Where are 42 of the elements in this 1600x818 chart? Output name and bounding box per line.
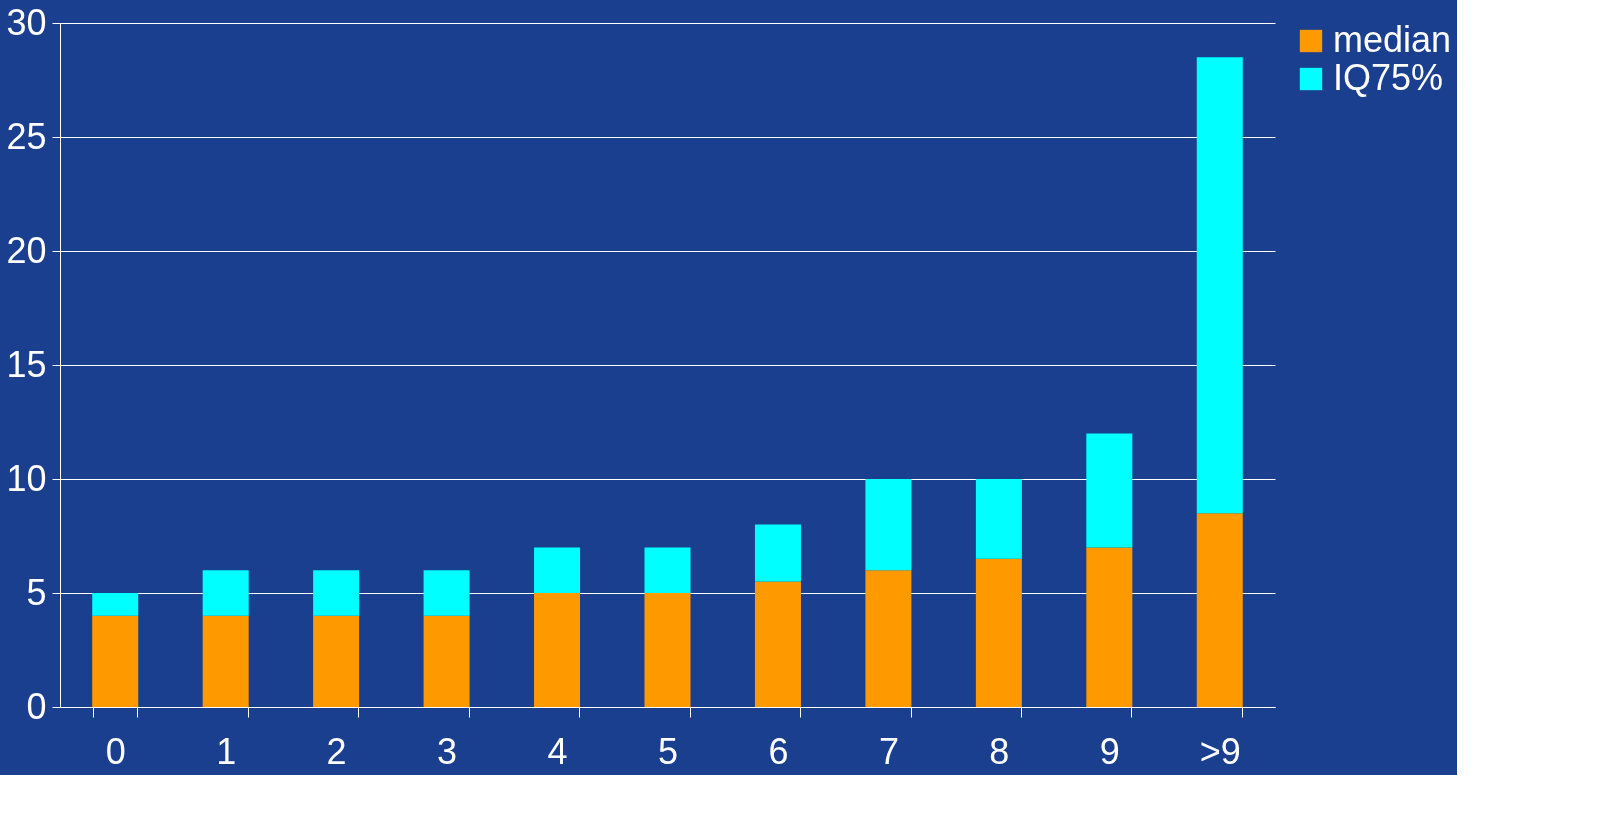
- bar: [1086, 547, 1133, 707]
- x-tick-label: 8: [989, 730, 1010, 772]
- x-tick-label: 4: [547, 730, 568, 772]
- y-tick-label: 25: [6, 115, 47, 157]
- bar: [1196, 513, 1243, 707]
- y-tick-label: 5: [26, 571, 47, 613]
- bar: [975, 479, 1022, 559]
- x-tick-label: 9: [1099, 730, 1120, 772]
- x-tick-label: 2: [326, 730, 347, 772]
- y-tick-label: 20: [6, 229, 47, 271]
- x-tick-label: 5: [657, 730, 679, 772]
- bar: [754, 581, 801, 707]
- bar: [865, 570, 912, 707]
- bar: [1086, 433, 1133, 548]
- x-tick-label: 3: [437, 730, 458, 772]
- x-tick-label: 0: [105, 730, 126, 772]
- legend-label: median: [1333, 19, 1452, 60]
- y-tick-label: 10: [6, 457, 47, 499]
- bar: [644, 547, 691, 593]
- legend-label: IQ75%: [1333, 57, 1444, 98]
- bar: [534, 593, 581, 707]
- bar: [975, 558, 1022, 707]
- bar: [313, 570, 360, 616]
- x-tick-label: 7: [878, 730, 899, 772]
- bar: [92, 593, 139, 616]
- bar: [865, 479, 912, 571]
- bar: [313, 615, 360, 707]
- bar: [202, 570, 249, 616]
- bar: [423, 615, 470, 707]
- y-tick-label: 0: [26, 685, 47, 727]
- bar: [92, 615, 139, 707]
- x-tick-label: 1: [216, 730, 237, 772]
- x-tick-label: 6: [768, 730, 789, 772]
- bar: [534, 547, 581, 593]
- bar: [644, 593, 691, 707]
- bar: [1196, 57, 1243, 514]
- bar: [423, 570, 470, 616]
- x-tick-label: >9: [1199, 730, 1241, 772]
- bar: [202, 615, 249, 707]
- bar: [754, 524, 801, 582]
- y-tick-label: 15: [6, 343, 47, 385]
- y-tick-label: 30: [6, 1, 47, 43]
